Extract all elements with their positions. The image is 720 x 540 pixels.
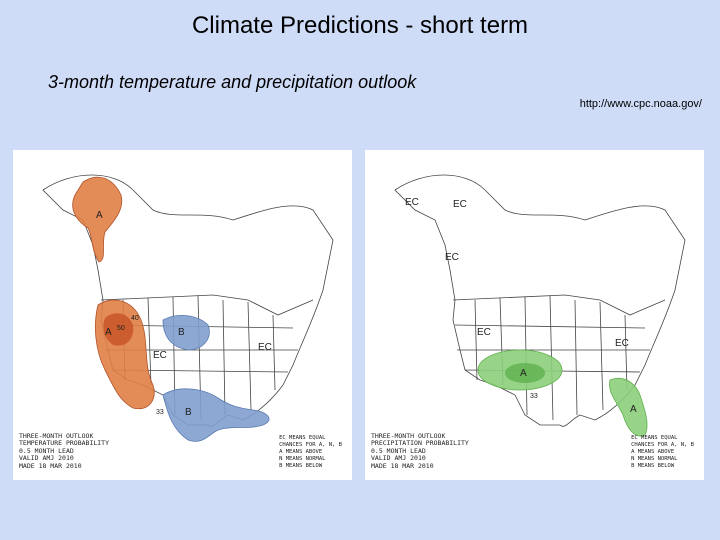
precip-above-central-core	[505, 363, 545, 383]
us-canada-border	[100, 294, 314, 316]
precipitation-legend: EC MEANS EQUAL CHANCES FOR A, N, B A MEA…	[631, 435, 694, 469]
label-plains-below: B	[178, 327, 185, 338]
precipitation-caption: THREE-MONTH OUTLOOK PRECIPITATION PROBAB…	[371, 431, 469, 470]
contour-40: 40	[131, 315, 139, 322]
contour-33: 33	[156, 409, 164, 416]
temp-above-alaska	[72, 176, 123, 263]
precip-above-florida	[609, 378, 648, 437]
temperature-outlook-map: A A B B EC EC 40 50 33 THREE-MONTH OUTLO…	[13, 150, 352, 480]
temp-below-south	[162, 388, 270, 442]
label-alaska-above: A	[96, 210, 103, 221]
temp-above-west-core	[103, 313, 134, 346]
label-ec-canada: EC	[445, 252, 459, 263]
precipitation-outlook-map: EC EC EC EC EC A A 33 THREE-MONTH OUTLOO…	[365, 150, 704, 480]
label-central-above: A	[520, 368, 527, 379]
page-title: Climate Predictions - short term	[191, 12, 529, 39]
contour-50: 50	[117, 325, 125, 332]
label-ec-east: EC	[615, 338, 629, 349]
temperature-legend: EC MEANS EQUAL CHANCES FOR A, N, B A MEA…	[279, 435, 342, 469]
source-url[interactable]: http://www.cpc.noaa.gov/	[579, 98, 702, 110]
label-ec-2: EC	[258, 342, 272, 353]
us-canada-border	[452, 294, 666, 316]
contour-33: 33	[530, 393, 538, 400]
label-south-below: B	[185, 407, 192, 418]
coastline	[394, 174, 686, 427]
temp-below-plains	[162, 315, 210, 351]
label-ec-1: EC	[153, 350, 167, 361]
label-florida-above: A	[630, 404, 637, 415]
temperature-caption: THREE-MONTH OUTLOOK TEMPERATURE PROBABIL…	[19, 431, 110, 470]
label-ec-west: EC	[477, 327, 491, 338]
precip-map-svg: EC EC EC EC EC A A 33	[394, 174, 686, 437]
label-ec-alaska-1: EC	[405, 197, 419, 208]
label-ec-alaska-2: EC	[453, 199, 467, 210]
page-subtitle: 3-month temperature and precipitation ou…	[48, 72, 417, 92]
label-west-above: A	[105, 327, 112, 338]
temperature-map-svg: A A B B EC EC 40 50 33	[42, 174, 334, 442]
